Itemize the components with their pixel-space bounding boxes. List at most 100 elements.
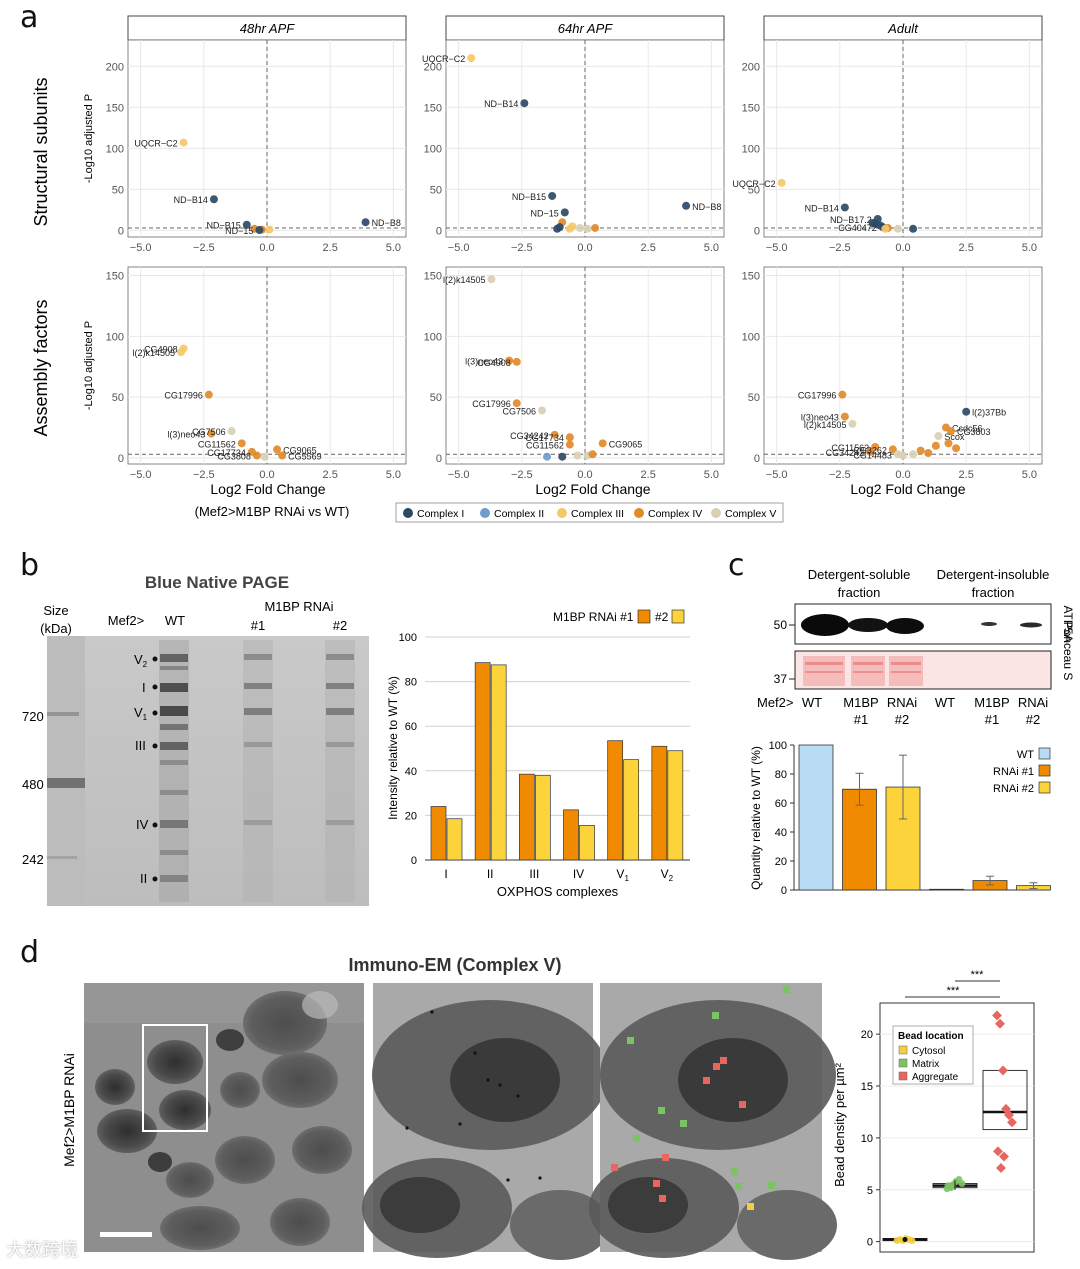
volcano-xtick: −5.0 [130,242,152,254]
volcano-xtick: −2.5 [511,242,533,254]
volcano-point [944,439,953,448]
volcano-xtick: −5.0 [448,469,470,481]
oxphos-xtick: V1 [616,867,629,883]
volcano-xtick: −2.5 [829,469,851,481]
volcano-ytick: 150 [424,271,442,283]
quantity-legend-swatch [1038,747,1051,760]
gel-rnai-2: #2 [333,618,347,633]
volcano-point-label: CG17996 [164,391,203,401]
oxphos-ytick: 60 [405,721,417,733]
oxphos-bar [534,774,551,861]
volcano-ytick: 100 [106,331,124,343]
volcano-point-label: CG3808 [217,451,251,461]
lane-wt-insol: WT [935,695,955,710]
quantity-ytick: 60 [775,798,787,810]
volcano-ytick: 150 [424,102,442,114]
comparison-label: (Mef2>M1BP RNAi vs WT) [195,504,350,519]
volcano-point [598,439,607,448]
volcano-point-label: CG11562 [198,439,236,449]
volcano-ytick: 50 [430,184,442,196]
volcano-point-label: CG11562 [831,443,869,453]
volcano-point [512,399,521,408]
quantity-bar [842,788,877,891]
bead-ytick: 5 [867,1185,873,1197]
xlabel-col3: Log2 Fold Change [850,481,965,497]
volcano-ytick: 100 [742,143,760,155]
volcano-point [207,429,216,438]
legend-dot-complex-iv [634,508,644,518]
volcano-xtick: 0.0 [577,469,592,481]
volcano-point [840,412,849,421]
oxphos-legend-2: #2 [655,610,669,624]
volcano-point-label: CG34242 [510,431,549,441]
insoluble-header-2: fraction [972,585,1015,600]
volcano-ytick: 200 [424,61,442,73]
volcano-panel-r1c1: 0 50 100 150 −5.0 −2.5 0.0 2.5 5.0 l(2)k14505 l(3)… [424,266,725,481]
volcano-point-label: CG34242 [826,448,865,458]
volcano-point [252,451,261,460]
volcano-point-label: CG14483 [853,450,892,460]
volcano-xtick: −2.5 [193,469,215,481]
volcano-point [209,195,218,204]
volcano-point [588,450,597,459]
volcano-point-label: l(2)k14505 [133,348,176,358]
volcano-point-label: ND−B14 [174,195,208,205]
volcano-ytick: 50 [748,392,760,404]
quantity-legend-swatch [1038,781,1051,794]
volcano-panel-r0c0: 0 50 100 150 200 −5.0 −2.5 0.0 2.5 5.0 UQCR−C2 ND−B… [83,39,407,254]
row-label-assembly: Assembly factors [31,299,51,436]
bead-legend-label: Matrix [912,1059,939,1070]
volcano-point-label: ND−B8 [692,202,721,212]
quantity-bar [929,888,964,891]
panel-label-c: c [728,548,745,583]
volcano-xtick: −5.0 [130,469,152,481]
volcano-point [682,201,691,210]
volcano-panel-r1c2: 0 50 100 150 −5.0 −2.5 0.0 2.5 5.0 CG17996 l(3)neo… [742,266,1043,481]
oxphos-bar [667,750,684,861]
volcano-point [242,220,251,229]
volcano-ytick: 0 [436,225,442,237]
bead-legend-swatch [898,1045,908,1055]
oxphos-ytick: 40 [405,766,417,778]
volcano-point [962,407,971,416]
volcano-point [487,275,496,284]
volcano-ytick: 0 [118,225,124,237]
marker-37: 37 [774,672,788,686]
volcano-point-label: CG7506 [503,406,537,416]
volcano-point [278,451,287,460]
gel-label-ii: II [140,871,147,886]
volcano-point [868,219,877,228]
volcano-xtick: 5.0 [1022,469,1037,481]
volcano-point [538,406,547,415]
volcano-ytick: 100 [106,143,124,155]
volcano-point [227,427,236,436]
panel-d: Immuno-EM (Complex V) Mef2>M1BP RNAi [61,955,1035,1260]
volcano-xtick: 0.0 [577,242,592,254]
volcano-point-label: CG17996 [472,399,511,409]
volcano-point [934,432,943,441]
volcano-ytick: 100 [424,143,442,155]
western-blot-atp5a [794,603,1052,645]
gel-label-v2: V2 [134,652,148,669]
volcano-point-label: CG9065 [609,439,643,449]
legend-dot-complex-v [711,508,721,518]
volcano-col-title-2: Adult [887,21,919,36]
marker-242: 242 [22,852,44,867]
volcano-panel-r1c0: 0 50 100 150 −5.0 −2.5 0.0 2.5 5.0 CG4908l(2)k145… [83,266,407,481]
volcano-xtick: 2.5 [959,469,974,481]
bead-legend-swatch [898,1071,908,1081]
volcano-point-label: l(2)k14505 [804,420,847,430]
volcano-point [573,451,582,460]
volcano-ytick: 200 [106,61,124,73]
volcano-point-label: UQCR−C2 [422,54,465,64]
em-zoom-image [362,983,610,1260]
legend-dot-complex-iii [557,508,567,518]
volcano-xtick: 2.5 [641,469,656,481]
watermark: 大数跨境 [6,1240,78,1261]
volcano-point [260,452,269,461]
oxphos-bar [490,664,507,861]
oxphos-bar [607,740,624,861]
panel-c: Detergent-soluble fraction Detergent-ins… [749,567,1075,897]
volcano-point-label: l(2)37Bb [972,408,1006,418]
ponceau-label: Ponceau S [1061,622,1075,681]
